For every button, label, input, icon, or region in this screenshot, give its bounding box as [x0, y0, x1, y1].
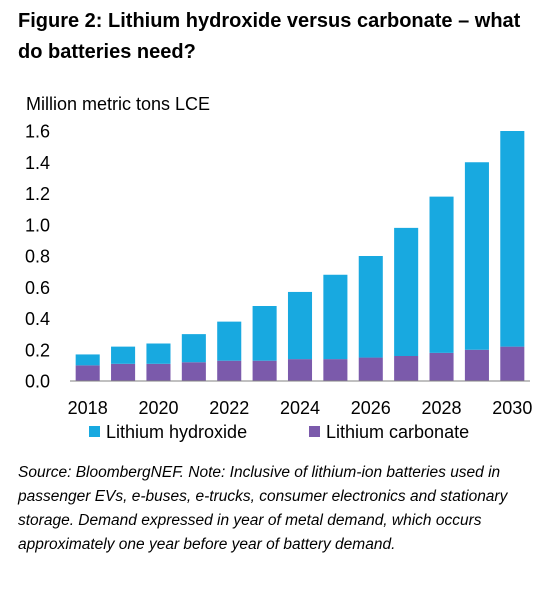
bar-lithium-hydroxide — [181, 334, 206, 363]
chart-container: Million metric tons LCE 0.0 0.2 0.4 0.6 0.8 1… — [25, 94, 533, 442]
bar-lithium-carbonate — [181, 362, 206, 381]
bar-lithium-carbonate — [500, 346, 525, 381]
y-tick-label: 1.6 — [25, 122, 50, 142]
bar-lithium-carbonate — [287, 359, 313, 381]
y-axis-ticks: 0.0 0.2 0.4 0.6 0.8 1.0 1.2 1.4 1.6 — [25, 122, 50, 392]
bar-lithium-hydroxide — [287, 291, 313, 360]
x-tick-label: 2026 — [351, 398, 391, 418]
x-tick-label: 2024 — [280, 398, 320, 418]
legend-swatch — [89, 426, 100, 437]
legend-swatch — [309, 426, 320, 437]
bar-lithium-carbonate — [111, 363, 136, 381]
legend: Lithium hydroxide Lithium carbonate — [89, 422, 469, 442]
bar-lithium-hydroxide — [252, 306, 277, 361]
bar-lithium-carbonate — [252, 360, 277, 381]
legend-label: Lithium carbonate — [326, 422, 469, 442]
x-tick-label: 2018 — [68, 398, 108, 418]
bar-lithium-hydroxide — [146, 343, 171, 364]
legend-label: Lithium hydroxide — [106, 422, 247, 442]
bar-lithium-hydroxide — [323, 274, 348, 360]
y-tick-label: 1.2 — [25, 184, 50, 204]
y-tick-label: 0.0 — [25, 372, 50, 392]
x-tick-label: 2028 — [422, 398, 462, 418]
bar-lithium-hydroxide — [75, 354, 100, 366]
stacked-bar-chart: Million metric tons LCE 0.0 0.2 0.4 0.6 0.8 1… — [25, 94, 533, 442]
bar-lithium-hydroxide — [429, 196, 454, 353]
bar-lithium-hydroxide — [394, 227, 419, 356]
x-tick-label: 2030 — [492, 398, 532, 418]
bar-lithium-carbonate — [464, 349, 489, 381]
y-tick-label: 0.8 — [25, 247, 50, 267]
y-tick-label: 0.2 — [25, 340, 50, 360]
bar-lithium-carbonate — [323, 359, 348, 381]
y-tick-label: 1.4 — [25, 153, 50, 173]
bars — [75, 131, 525, 381]
y-tick-label: 0.4 — [25, 309, 50, 329]
bar-lithium-carbonate — [358, 357, 383, 381]
bar-lithium-carbonate — [429, 352, 454, 381]
y-axis-label: Million metric tons LCE — [26, 94, 210, 114]
x-tick-label: 2022 — [209, 398, 249, 418]
source-note: Source: BloombergNEF. Note: Inclusive of… — [18, 464, 508, 553]
bar-lithium-hydroxide — [111, 346, 136, 364]
bar-lithium-hydroxide — [464, 162, 489, 350]
y-tick-label: 1.0 — [25, 215, 50, 235]
figure-title: Figure 2: Lithium hydroxide versus carbo… — [18, 10, 521, 63]
bar-lithium-carbonate — [75, 365, 100, 381]
bar-lithium-carbonate — [217, 360, 242, 381]
x-axis-ticks: 2018 2020 2022 2024 2026 2028 2030 — [68, 398, 533, 418]
bar-lithium-hydroxide — [358, 256, 383, 358]
bar-lithium-hydroxide — [500, 131, 525, 347]
bar-lithium-hydroxide — [217, 321, 242, 361]
y-tick-label: 0.6 — [25, 278, 50, 298]
x-tick-label: 2020 — [138, 398, 178, 418]
bar-lithium-carbonate — [394, 356, 419, 381]
bar-lithium-carbonate — [146, 363, 171, 381]
